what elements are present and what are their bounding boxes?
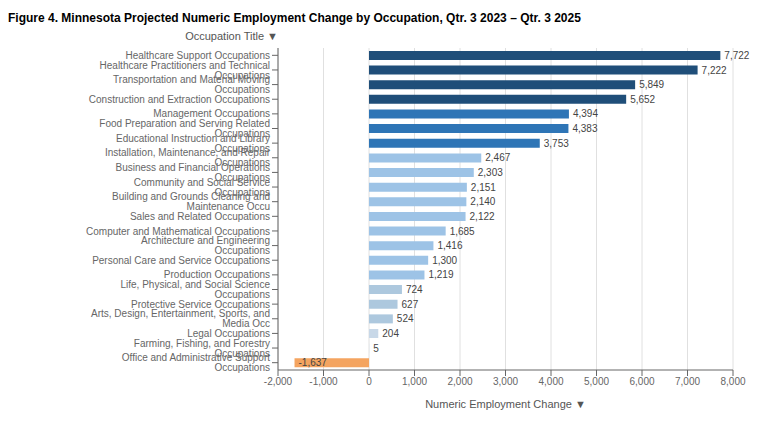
svg-text:3,000: 3,000: [493, 376, 518, 387]
svg-text:724: 724: [406, 284, 423, 295]
svg-text:7,222: 7,222: [702, 65, 727, 76]
svg-text:-1,637: -1,637: [299, 357, 328, 368]
svg-text:0: 0: [366, 376, 372, 387]
svg-text:1,000: 1,000: [402, 376, 427, 387]
svg-text:627: 627: [402, 299, 419, 310]
svg-text:1,416: 1,416: [437, 240, 462, 251]
svg-text:1,219: 1,219: [428, 269, 453, 280]
svg-text:Production Occupations: Production Occupations: [164, 269, 270, 280]
svg-text:524: 524: [397, 313, 414, 324]
svg-text:8,000: 8,000: [720, 376, 745, 387]
svg-text:Farming, Fishing, and Forestry: Farming, Fishing, and ForestryOccupation…: [134, 338, 270, 359]
svg-text:Arts, Design, Entertainment, S: Arts, Design, Entertainment, Sports, and…: [91, 308, 270, 329]
svg-text:2,000: 2,000: [447, 376, 472, 387]
svg-text:2,140: 2,140: [470, 196, 495, 207]
svg-text:Numeric Employment Change ▼: Numeric Employment Change ▼: [425, 398, 586, 410]
svg-text:5,652: 5,652: [630, 94, 655, 105]
svg-text:Architecture and EngineeringOc: Architecture and EngineeringOccupations: [141, 235, 270, 256]
svg-text:4,000: 4,000: [538, 376, 563, 387]
svg-text:3,753: 3,753: [544, 138, 569, 149]
svg-text:Management Occupations: Management Occupations: [153, 108, 270, 119]
svg-text:Sales and Related Occupations: Sales and Related Occupations: [130, 211, 270, 222]
svg-text:4,394: 4,394: [573, 108, 598, 119]
svg-text:Life, Physical, and Social Sci: Life, Physical, and Social ScienceOccupa…: [120, 279, 270, 300]
svg-text:Protective Service Occupations: Protective Service Occupations: [131, 299, 270, 310]
svg-text:1,685: 1,685: [450, 226, 475, 237]
svg-text:-1,000: -1,000: [309, 376, 338, 387]
svg-text:5: 5: [373, 343, 379, 354]
svg-text:-2,000: -2,000: [264, 376, 293, 387]
svg-text:7,722: 7,722: [724, 50, 749, 61]
svg-text:5,849: 5,849: [639, 79, 664, 90]
svg-text:2,122: 2,122: [470, 211, 495, 222]
svg-text:Personal Care and Service Occu: Personal Care and Service Occupations: [92, 255, 270, 266]
svg-text:Healthcare Support Occupations: Healthcare Support Occupations: [125, 50, 270, 61]
svg-text:5,000: 5,000: [584, 376, 609, 387]
svg-text:Computer and Mathematical Occu: Computer and Mathematical Occupations: [86, 226, 270, 237]
svg-text:Food Preparation and Serving R: Food Preparation and Serving RelatedOccu…: [99, 118, 270, 139]
svg-text:6,000: 6,000: [629, 376, 654, 387]
svg-text:1,300: 1,300: [432, 255, 457, 266]
svg-text:204: 204: [382, 328, 399, 339]
svg-text:4,383: 4,383: [572, 123, 597, 134]
svg-text:Legal Occupations: Legal Occupations: [187, 328, 270, 339]
svg-text:2,151: 2,151: [471, 182, 496, 193]
svg-text:2,303: 2,303: [478, 167, 503, 178]
svg-text:Healthcare Practitioners and T: Healthcare Practitioners and TechnicalOc…: [100, 60, 270, 81]
svg-text:Construction and Extraction Oc: Construction and Extraction Occupations: [89, 94, 270, 105]
svg-text:2,467: 2,467: [485, 152, 510, 163]
svg-text:7,000: 7,000: [675, 376, 700, 387]
